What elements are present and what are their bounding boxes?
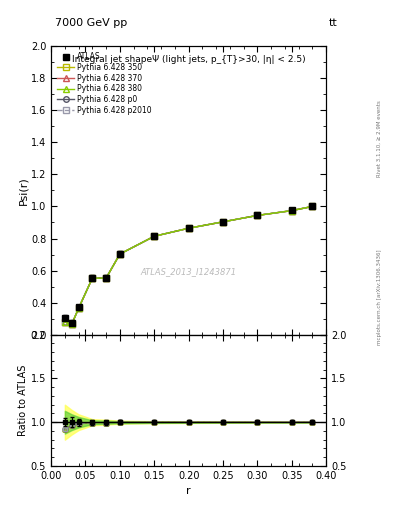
Text: ATLAS_2013_I1243871: ATLAS_2013_I1243871 — [141, 267, 237, 276]
Text: tt: tt — [329, 18, 338, 28]
Y-axis label: Psi(r): Psi(r) — [18, 176, 28, 205]
Legend: ATLAS, Pythia 6.428 350, Pythia 6.428 370, Pythia 6.428 380, Pythia 6.428 p0, Py: ATLAS, Pythia 6.428 350, Pythia 6.428 37… — [55, 50, 154, 117]
Y-axis label: Ratio to ATLAS: Ratio to ATLAS — [18, 365, 28, 436]
Text: Integral jet shapeΨ (light jets, p_{T}>30, |η| < 2.5): Integral jet shapeΨ (light jets, p_{T}>3… — [72, 55, 305, 63]
Text: 7000 GeV pp: 7000 GeV pp — [55, 18, 127, 28]
Text: mcplots.cern.ch [arXiv:1306.3436]: mcplots.cern.ch [arXiv:1306.3436] — [377, 249, 382, 345]
X-axis label: r: r — [186, 486, 191, 496]
Text: Rivet 3.1.10, ≥ 2.9M events: Rivet 3.1.10, ≥ 2.9M events — [377, 100, 382, 177]
